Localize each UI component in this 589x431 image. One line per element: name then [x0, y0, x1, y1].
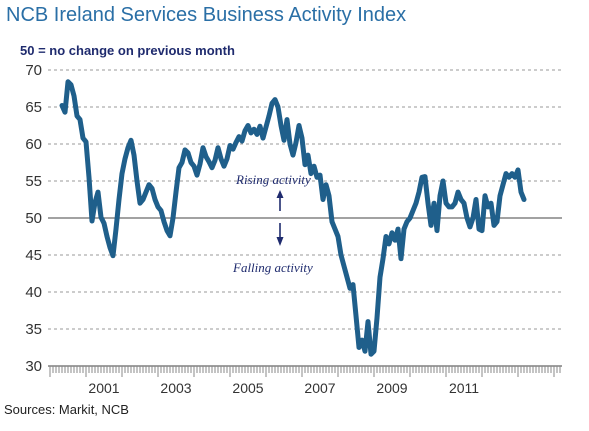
x-tick-label: 2011: [449, 380, 479, 396]
y-tick-label: 65: [25, 99, 42, 116]
annotations: Rising activity Falling activity: [232, 172, 313, 275]
y-tick-label: 35: [25, 321, 42, 338]
x-tick-label: 2009: [376, 380, 407, 396]
x-tick-label: 2007: [304, 380, 335, 396]
x-tick-label: 2001: [88, 380, 119, 396]
arrow-up-icon: [276, 190, 284, 211]
y-tick-label: 50: [25, 210, 42, 227]
y-tick-label: 30: [25, 358, 42, 375]
falling-activity-label: Falling activity: [232, 260, 313, 275]
arrow-down-icon: [276, 223, 284, 246]
x-axis: 2001 2003 2005 2007 2009 2011: [48, 365, 562, 396]
chart-subtitle: 50 = no change on previous month: [20, 43, 235, 58]
y-tick-label: 45: [25, 247, 42, 264]
y-tick-label: 55: [25, 173, 42, 190]
rising-activity-label: Rising activity: [235, 172, 311, 187]
series-line: [59, 79, 527, 357]
y-axis-ticks: 30 35 40 45 50 55 60 65 70: [25, 62, 42, 375]
y-tick-label: 40: [25, 284, 42, 301]
x-tick-label: 2005: [232, 380, 263, 396]
source-note: Sources: Markit, NCB: [4, 402, 129, 417]
chart-title: NCB Ireland Services Business Activity I…: [6, 4, 407, 26]
y-tick-label: 60: [25, 136, 42, 153]
y-tick-label: 70: [25, 62, 42, 79]
x-tick-label: 2003: [160, 380, 191, 396]
